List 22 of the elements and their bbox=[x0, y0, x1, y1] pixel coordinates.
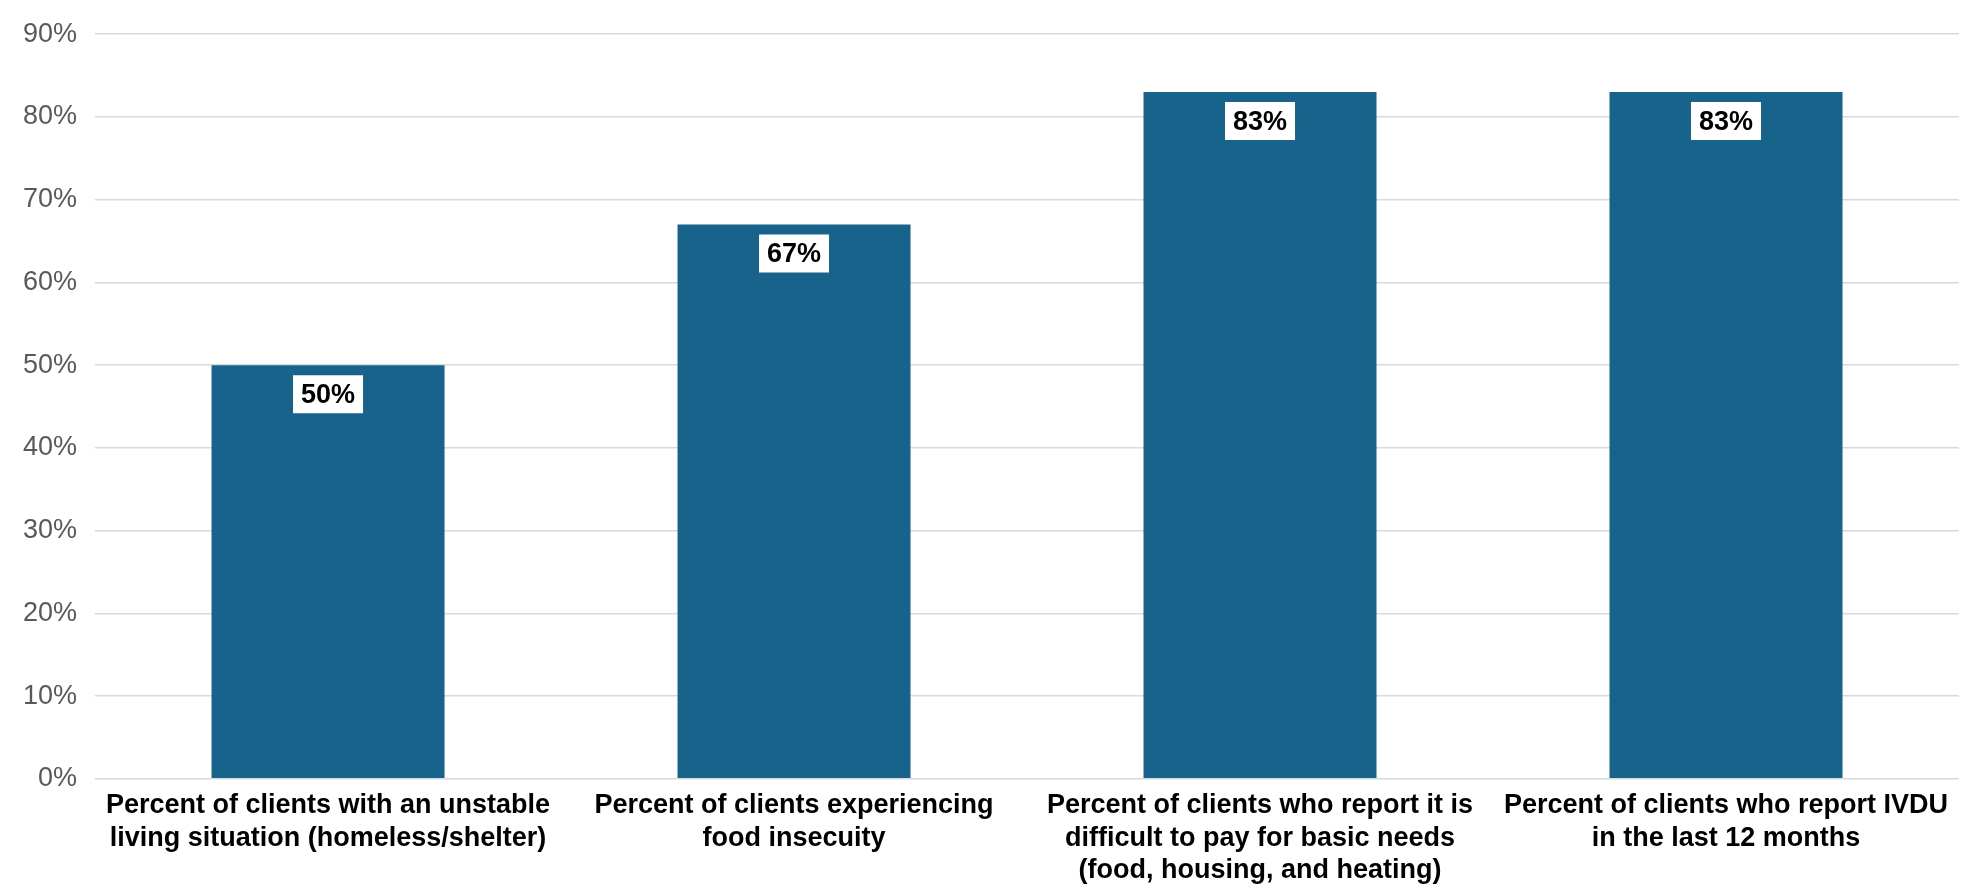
y-tick-label: 90% bbox=[22, 17, 78, 48]
data-label: 67% bbox=[767, 237, 822, 268]
y-tick-label: 0% bbox=[38, 762, 78, 793]
y-tick-label: 70% bbox=[22, 183, 78, 214]
y-tick-label: 30% bbox=[22, 514, 78, 545]
y-tick-label: 20% bbox=[22, 596, 78, 627]
y-tick-label: 50% bbox=[22, 348, 78, 379]
data-label: 83% bbox=[1698, 105, 1754, 136]
bar bbox=[211, 365, 445, 779]
data-label: 50% bbox=[301, 378, 356, 409]
bar bbox=[1609, 92, 1843, 779]
x-tick-label: Percent of clients who report it is difficult to pay for basic needs (food, housing, and heating) bbox=[1046, 789, 1474, 885]
y-tick-label: 80% bbox=[22, 100, 78, 131]
y-tick-label: 60% bbox=[22, 265, 78, 296]
y-tick-label: 10% bbox=[22, 679, 78, 710]
x-tick-label: Percent of clients experiencing food insecuity bbox=[594, 789, 994, 852]
x-tick-label: Percent of clients with an unstable living situation (homeless/shelter) bbox=[105, 789, 551, 852]
x-tick-label: Percent of clients who report IVDU in the last 12 months bbox=[1503, 789, 1949, 852]
data-label: 83% bbox=[1232, 105, 1288, 136]
y-tick-label: 40% bbox=[22, 431, 78, 462]
bar bbox=[677, 224, 911, 779]
bar bbox=[1143, 92, 1377, 779]
